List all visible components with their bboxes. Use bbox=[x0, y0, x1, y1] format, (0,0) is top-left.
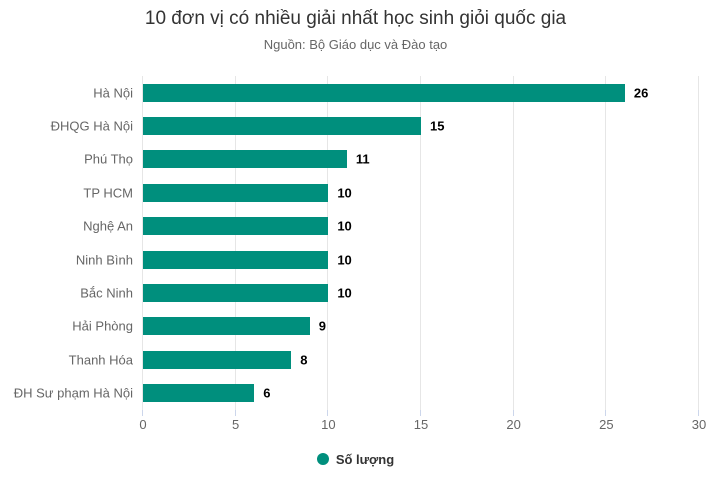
bar-row: Ninh Bình 10 bbox=[76, 243, 699, 276]
legend-label: Số lượng bbox=[335, 451, 395, 467]
bar-row: Hà Nội 26 bbox=[93, 76, 699, 109]
category-label: TP HCM bbox=[83, 185, 133, 201]
value-label: 6 bbox=[263, 385, 271, 401]
value-label: 9 bbox=[318, 318, 327, 334]
bar[interactable] bbox=[143, 284, 329, 303]
axis-tick bbox=[420, 410, 421, 416]
bar[interactable] bbox=[143, 350, 292, 369]
bar-row: Phú Thọ 11 bbox=[84, 143, 699, 176]
bar-row: TP HCM 10 bbox=[83, 176, 699, 209]
gridline bbox=[142, 76, 143, 410]
gridline bbox=[512, 76, 514, 410]
bar-row: Bắc Ninh 10 bbox=[80, 276, 699, 309]
value-label: 15 bbox=[430, 118, 445, 134]
legend-marker-icon bbox=[316, 453, 329, 465]
bar[interactable] bbox=[143, 150, 347, 169]
category-label: Ninh Bình bbox=[75, 252, 133, 268]
bar-row: Thanh Hóa 8 bbox=[69, 343, 699, 376]
bar[interactable] bbox=[143, 183, 329, 202]
axis-tick bbox=[234, 410, 236, 416]
category-label: Nghệ An bbox=[83, 218, 133, 234]
value-label: 11 bbox=[355, 151, 370, 167]
bar[interactable] bbox=[143, 250, 329, 269]
bar[interactable] bbox=[143, 217, 329, 236]
bar-row: Hải Phòng 9 bbox=[72, 310, 699, 343]
chart-title: 10 đơn vị có nhiều giải nhất học sinh gi… bbox=[144, 8, 567, 29]
gridline bbox=[234, 76, 236, 410]
value-label: 10 bbox=[337, 252, 352, 268]
x-tick-label: 20 bbox=[506, 417, 521, 432]
bar[interactable] bbox=[143, 117, 421, 136]
value-label: 10 bbox=[337, 185, 352, 201]
category-label: Hải Phòng bbox=[72, 318, 133, 334]
bar-row: ĐHQG Hà Nội 15 bbox=[51, 109, 699, 142]
value-label: 26 bbox=[633, 85, 649, 101]
axis-tick bbox=[512, 410, 514, 416]
bar[interactable] bbox=[143, 83, 625, 102]
value-label: 10 bbox=[337, 218, 352, 234]
x-tick-label: 25 bbox=[599, 417, 614, 432]
bar-row: Nghệ An 10 bbox=[83, 210, 699, 243]
axis-tick bbox=[142, 410, 143, 416]
plot-area: Hà Nội 26 ĐHQG Hà Nội 15 Phú Thọ 11 TP HCM 10 Ng… bbox=[14, 76, 699, 416]
legend-item[interactable]: Số lượng bbox=[0, 449, 711, 469]
bar[interactable] bbox=[143, 317, 310, 336]
gridline bbox=[420, 76, 421, 410]
x-tick-label: 5 bbox=[232, 417, 240, 432]
category-label: Bắc Ninh bbox=[80, 285, 133, 301]
bar[interactable] bbox=[143, 384, 255, 403]
axis-tick bbox=[605, 410, 607, 416]
axis-tick bbox=[327, 410, 329, 416]
x-tick-label: 10 bbox=[321, 417, 336, 432]
chart-subtitle: Nguồn: Bộ Giáo dục và Đào tạo bbox=[263, 37, 448, 52]
value-label: 10 bbox=[337, 285, 352, 301]
category-label: ĐH Sư phạm Hà Nội bbox=[13, 385, 133, 401]
x-tick-label: 30 bbox=[691, 417, 707, 432]
gridline bbox=[327, 76, 329, 410]
category-label: Thanh Hóa bbox=[68, 352, 133, 368]
bar-row: ĐH Sư phạm Hà Nội 6 bbox=[14, 377, 699, 410]
category-label: ĐHQG Hà Nội bbox=[50, 118, 133, 134]
value-label: 8 bbox=[300, 352, 308, 368]
gridline bbox=[605, 76, 607, 410]
axis-tick bbox=[698, 410, 699, 416]
category-label: Hà Nội bbox=[93, 85, 133, 101]
x-tick-label: 15 bbox=[413, 417, 429, 432]
category-label: Phú Thọ bbox=[84, 151, 133, 167]
x-tick-label: 0 bbox=[139, 417, 147, 432]
gridline bbox=[698, 76, 699, 410]
